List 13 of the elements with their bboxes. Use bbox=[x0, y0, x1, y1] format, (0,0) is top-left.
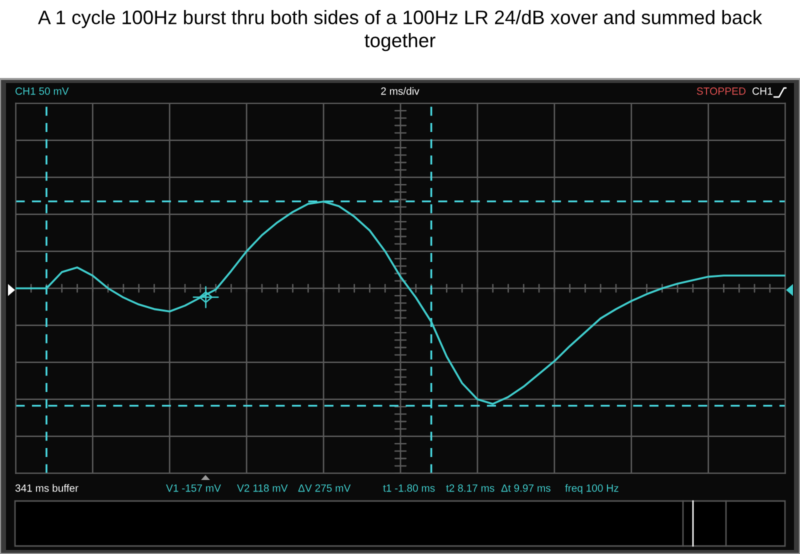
text: Δt 9.97 ms bbox=[501, 484, 550, 492]
text: V1 -157 mV bbox=[166, 484, 221, 492]
text: CH1 bbox=[752, 87, 772, 95]
text: ΔV 275 mV bbox=[298, 484, 351, 492]
text: 341 ms buffer bbox=[15, 484, 78, 492]
text: V2 118 mV bbox=[237, 484, 288, 492]
text: freq 100 Hz bbox=[565, 484, 618, 494]
text: 2 ms/div bbox=[381, 87, 420, 95]
text: t1 -1.80 ms bbox=[383, 484, 435, 492]
text: STOPPED bbox=[696, 87, 746, 95]
text: CH1 50 mV bbox=[16, 87, 69, 95]
text: t2 8.17 ms bbox=[446, 484, 494, 492]
chart-title: A 1 cycle 100Hz burst thru both sides of a 100Hz LR 24/dB xover and summed back together bbox=[38, 10, 762, 52]
